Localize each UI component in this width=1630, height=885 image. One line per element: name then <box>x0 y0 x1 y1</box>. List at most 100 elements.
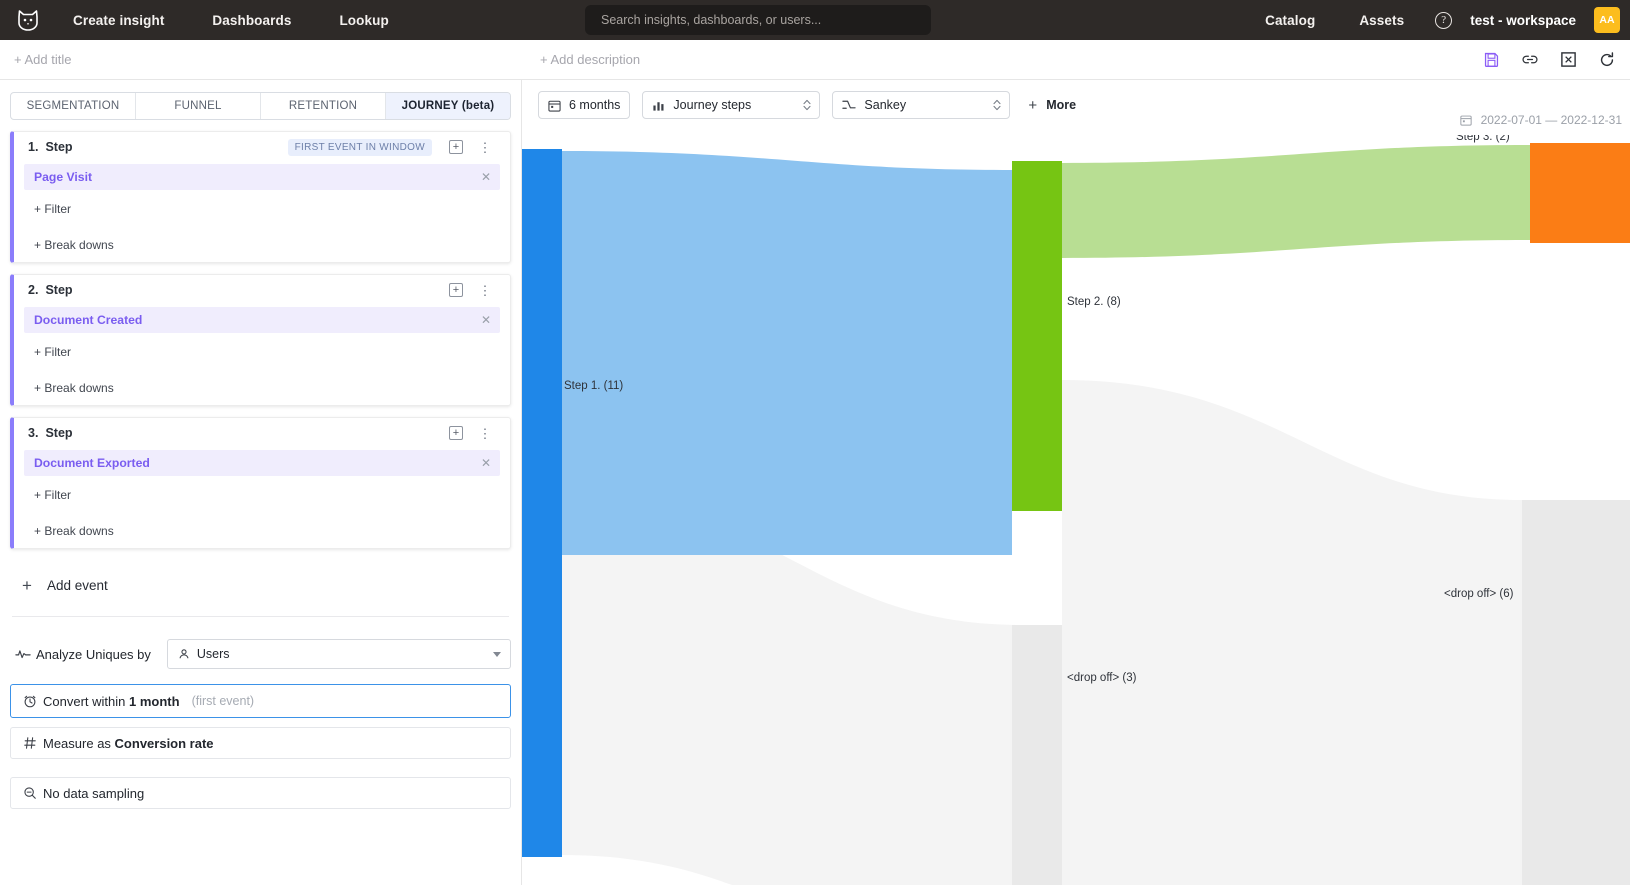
first-event-in-window-badge: FIRST EVENT IN WINDOW <box>287 138 432 156</box>
link-icon[interactable] <box>1521 51 1539 68</box>
visualization-select[interactable]: Sankey <box>832 91 1011 119</box>
convert-note: (first event) <box>191 694 255 708</box>
node-step1[interactable] <box>522 149 562 857</box>
link-step1-step2 <box>562 151 1012 555</box>
step-1-add-breakdown[interactable]: + Break downs <box>34 238 114 252</box>
analysis-type-tabs: SEGMENTATION FUNNEL RETENTION JOURNEY (b… <box>10 92 511 120</box>
convert-within-row[interactable]: Convert within 1 month (first event) <box>10 684 511 718</box>
search-placeholder: Search insights, dashboards, or users... <box>601 13 822 27</box>
query-builder-panel: SEGMENTATION FUNNEL RETENTION JOURNEY (b… <box>0 80 522 885</box>
nav-catalog[interactable]: Catalog <box>1265 12 1316 28</box>
node-step3[interactable] <box>1530 143 1630 243</box>
step-3-add-breakdown[interactable]: + Break downs <box>34 524 114 538</box>
node-step2[interactable] <box>1012 161 1062 511</box>
active-date-range-label: 2022-07-01 — 2022-12-31 <box>1480 113 1622 127</box>
step-1-remove-event-icon[interactable]: ✕ <box>480 170 491 184</box>
measure-value: Conversion rate <box>114 735 214 751</box>
step-3-add-icon[interactable]: + <box>449 426 463 440</box>
cat-logo-icon[interactable] <box>0 9 56 31</box>
date-range-control[interactable]: 6 months <box>538 91 631 119</box>
step-2-number: 2. <box>28 283 39 297</box>
step-2-add-icon[interactable]: + <box>449 283 463 297</box>
nav-lookup[interactable]: Lookup <box>339 12 389 28</box>
link-step2-dropoff2 <box>1062 380 1522 885</box>
pulse-icon <box>10 648 36 660</box>
step-2-event-chip: Document Created ✕ <box>24 307 500 333</box>
visualization-label: Sankey <box>864 98 907 112</box>
sankey-icon <box>842 100 857 109</box>
top-navigation-bar: Create insight Dashboards Lookup Search … <box>0 0 1630 40</box>
panel-divider <box>12 616 509 617</box>
data-sampling-row[interactable]: No data sampling <box>10 777 511 809</box>
save-icon[interactable] <box>1483 51 1500 68</box>
more-options-button[interactable]: + More <box>1028 98 1076 113</box>
question-circle-icon[interactable]: ? <box>1435 11 1453 29</box>
step-2-header: 2. Step + ⋮ <box>14 275 510 305</box>
node-label-dropoff1: <drop off> (3) <box>1067 672 1137 684</box>
measure-as-text: Measure as Conversion rate <box>43 736 214 751</box>
step-1-add-filter[interactable]: + Filter <box>34 202 72 216</box>
active-date-range: 2022-07-01 — 2022-12-31 <box>1459 113 1622 127</box>
bar-chart-icon <box>653 101 664 111</box>
nav-dashboards[interactable]: Dashboards <box>212 12 292 28</box>
more-label: More <box>1046 98 1077 112</box>
link-step1-dropoff1 <box>562 495 1022 885</box>
primary-nav-links: Create insight Dashboards Lookup <box>60 13 402 28</box>
metric-label: Journey steps <box>673 98 752 112</box>
data-sampling-label: No data sampling <box>43 785 145 801</box>
step-2-remove-event-icon[interactable]: ✕ <box>480 313 491 327</box>
workspace-name[interactable]: test - workspace <box>1470 12 1576 28</box>
step-3-number: 3. <box>28 426 39 440</box>
metric-select[interactable]: Journey steps <box>642 91 821 119</box>
add-description-button[interactable]: + Add description <box>540 52 641 67</box>
node-dropoff2[interactable] <box>1522 500 1630 885</box>
node-label-step3: Step 3. (2) <box>1456 135 1510 143</box>
convert-prefix: Convert within <box>43 693 126 709</box>
step-1-more-icon[interactable]: ⋮ <box>478 139 492 155</box>
hash-icon <box>17 736 43 750</box>
node-label-step2: Step 2. (8) <box>1067 296 1121 308</box>
node-label-step1: Step 1. (11) <box>564 380 623 392</box>
tab-journey[interactable]: JOURNEY (beta) <box>386 93 510 119</box>
step-1-event-chip: Page Visit ✕ <box>24 164 500 190</box>
step-1-header: 1. Step FIRST EVENT IN WINDOW + ⋮ <box>14 132 510 162</box>
convert-within-text: Convert within 1 month <box>43 694 180 709</box>
chevron-updown-icon-2 <box>993 99 1001 111</box>
global-search-input[interactable]: Search insights, dashboards, or users... <box>585 5 931 35</box>
step-3-event-name[interactable]: Document Exported <box>34 456 150 470</box>
tab-retention[interactable]: RETENTION <box>261 93 386 119</box>
step-1-add-icon[interactable]: + <box>449 140 463 154</box>
title-bar-actions <box>1483 51 1616 69</box>
tab-segmentation[interactable]: SEGMENTATION <box>11 93 136 119</box>
step-1-event-name[interactable]: Page Visit <box>34 170 93 184</box>
chevron-down-icon <box>493 651 501 657</box>
nav-create-insight[interactable]: Create insight <box>73 12 165 28</box>
tab-funnel[interactable]: FUNNEL <box>136 93 261 119</box>
nav-assets[interactable]: Assets <box>1359 12 1405 28</box>
measure-prefix: Measure as <box>43 735 111 751</box>
add-event-button[interactable]: + Add event <box>22 577 521 594</box>
step-3-more-icon[interactable]: ⋮ <box>478 425 492 441</box>
node-dropoff1[interactable] <box>1012 625 1062 885</box>
step-2-add-breakdown[interactable]: + Break downs <box>34 381 114 395</box>
plus-icon-more: + <box>1028 96 1038 114</box>
step-1-number: 1. <box>28 140 39 154</box>
measure-as-row[interactable]: Measure as Conversion rate <box>10 727 511 759</box>
add-title-button[interactable]: + Add title <box>14 52 72 67</box>
step-card-1: 1. Step FIRST EVENT IN WINDOW + ⋮ Page V… <box>10 131 511 263</box>
add-event-label: Add event <box>46 578 108 593</box>
step-3-add-filter[interactable]: + Filter <box>34 488 72 502</box>
refresh-icon[interactable] <box>1598 51 1616 69</box>
step-2-word: Step <box>45 283 73 297</box>
node-label-dropoff2: <drop off> (6) <box>1444 588 1514 600</box>
secondary-nav-links: Catalog Assets ? test - workspace AA <box>1252 0 1620 40</box>
step-3-remove-event-icon[interactable]: ✕ <box>480 456 491 470</box>
step-2-add-filter[interactable]: + Filter <box>34 345 72 359</box>
close-box-icon[interactable] <box>1560 51 1577 68</box>
analyze-uniques-label: Analyze Uniques by <box>36 646 151 662</box>
step-1-word: Step <box>45 140 73 154</box>
step-2-event-name[interactable]: Document Created <box>34 313 143 327</box>
avatar[interactable]: AA <box>1594 7 1620 33</box>
analyze-uniques-select[interactable]: Users <box>166 639 511 669</box>
step-2-more-icon[interactable]: ⋮ <box>478 282 492 298</box>
